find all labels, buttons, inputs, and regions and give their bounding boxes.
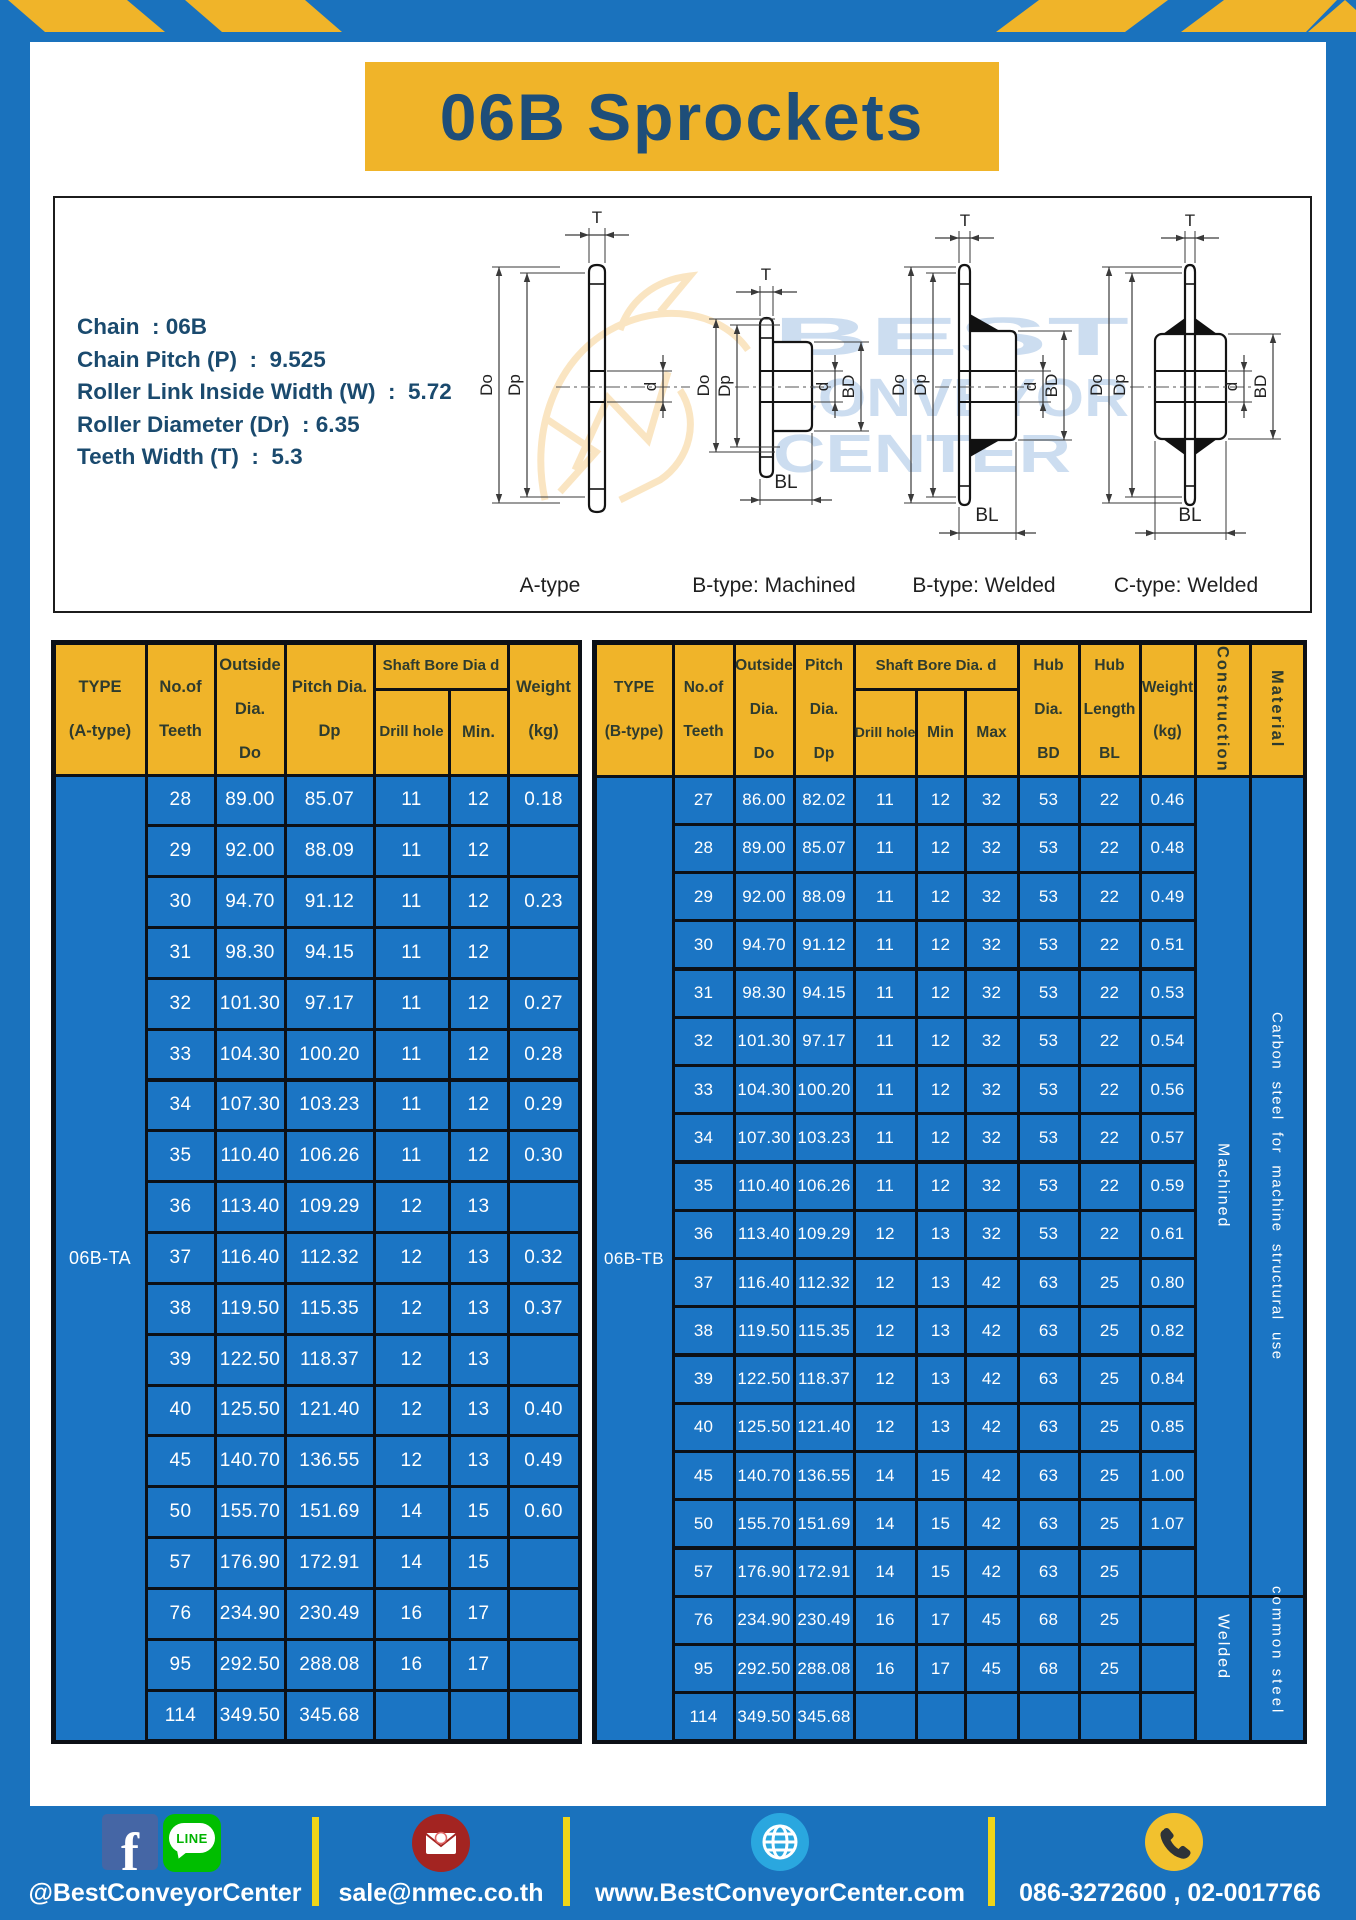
svg-text:BD: BD xyxy=(839,375,858,399)
svg-text:BL: BL xyxy=(1178,505,1201,526)
svg-text:BD: BD xyxy=(1251,375,1270,399)
svg-text:A-type: A-type xyxy=(520,574,581,597)
svg-text:Do: Do xyxy=(477,374,496,396)
svg-text:T: T xyxy=(761,265,771,284)
svg-text:BEST: BEST xyxy=(773,307,1129,367)
svg-text:T: T xyxy=(592,208,602,227)
svg-text:Do: Do xyxy=(1087,374,1106,396)
svg-text:C-type: Welded: C-type: Welded xyxy=(1114,574,1258,597)
svg-text:Do: Do xyxy=(889,374,908,396)
svg-text:Do: Do xyxy=(694,375,713,397)
svg-text:d: d xyxy=(1021,382,1040,391)
svg-text:T: T xyxy=(1185,211,1195,230)
svg-text:BL: BL xyxy=(975,505,998,526)
svg-text:T: T xyxy=(960,211,970,230)
svg-text:CENTER: CENTER xyxy=(773,424,1071,484)
svg-text:d: d xyxy=(1222,382,1241,391)
svg-text:d: d xyxy=(641,382,660,391)
svg-text:CONVEYOR: CONVEYOR xyxy=(773,368,1129,428)
svg-text:Dp: Dp xyxy=(715,375,734,397)
svg-text:Dp: Dp xyxy=(505,374,524,396)
svg-text:BD: BD xyxy=(1042,374,1061,398)
svg-text:B-type: Machined: B-type: Machined xyxy=(692,574,855,597)
svg-text:Dp: Dp xyxy=(911,374,930,396)
svg-text:BL: BL xyxy=(774,472,797,493)
svg-text:B-type: Welded: B-type: Welded xyxy=(912,574,1055,597)
svg-text:d: d xyxy=(813,382,832,391)
svg-text:Dp: Dp xyxy=(1110,374,1129,396)
